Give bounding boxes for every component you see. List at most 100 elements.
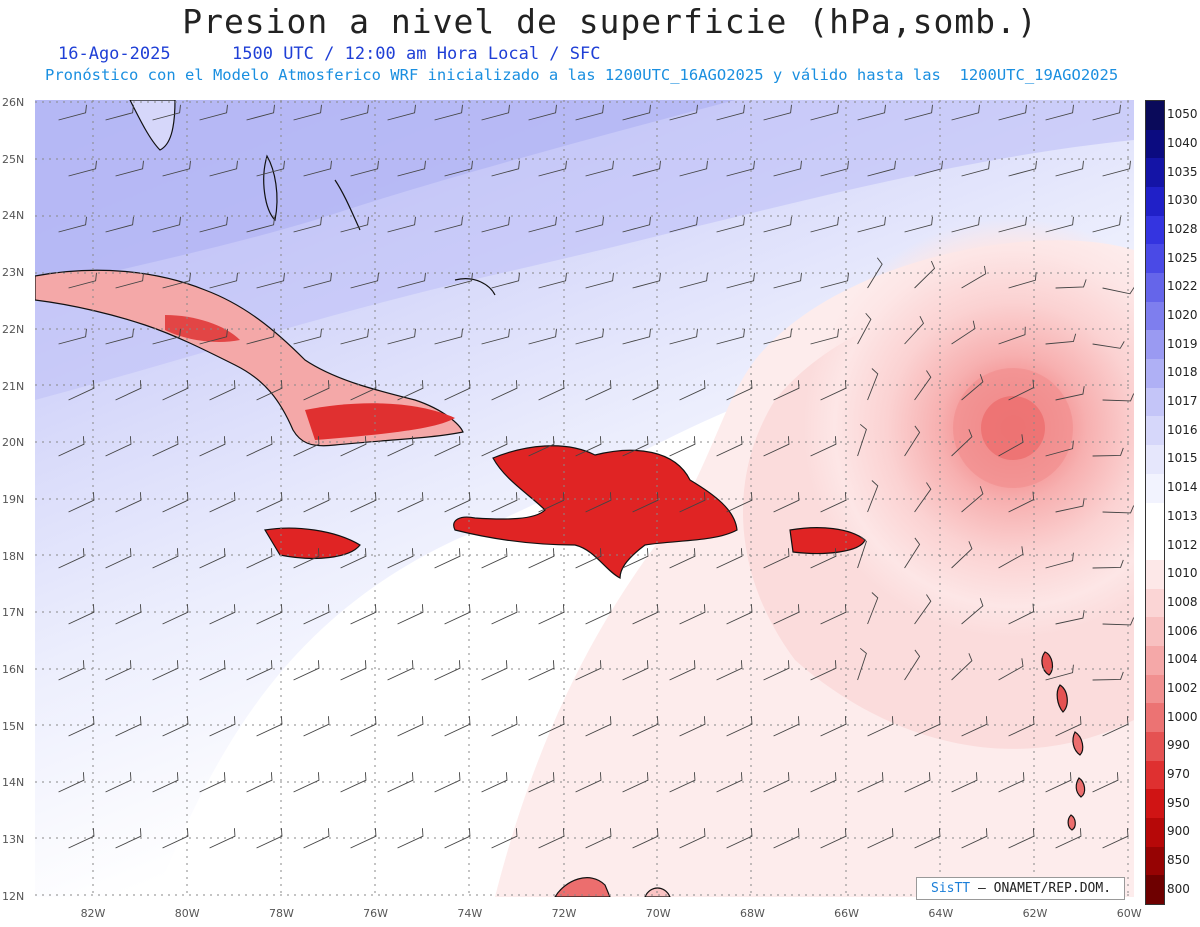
wind-barb: [585, 272, 614, 289]
lat-label: 24N: [2, 209, 25, 223]
valid-time: 1500 UTC / 12:00 am Hora Local / SFC: [232, 44, 601, 64]
wind-barb: [1008, 828, 1035, 849]
colorbar-swatch: [1146, 588, 1164, 618]
colorbar-label: 1035: [1167, 164, 1198, 179]
lon-label: 82W: [80, 907, 106, 920]
wind-barb: [1102, 828, 1129, 849]
wind-barb: [716, 104, 745, 121]
wind-barb: [857, 423, 867, 457]
wind-barb: [998, 658, 1024, 681]
wind-barb: [387, 548, 414, 569]
wind-barb: [538, 604, 565, 625]
wind-barb: [1092, 447, 1124, 457]
wind-barb: [1102, 716, 1129, 737]
wind-barb: [481, 436, 508, 457]
wind-barb: [669, 772, 696, 793]
wind-barb: [726, 492, 753, 513]
wind-barb: [1092, 559, 1124, 569]
colorbar-swatch: [1146, 187, 1164, 217]
colorbar-label: 1018: [1167, 365, 1198, 380]
colorbar: [1145, 100, 1165, 905]
wind-barb: [763, 772, 790, 793]
wind-barb: [340, 436, 367, 457]
wind-barb: [998, 326, 1026, 345]
wind-barb: [387, 660, 414, 681]
date-time-line: 16-Ago-2025 1500 UTC / 12:00 am Hora Loc…: [58, 44, 600, 64]
wind-barb: [303, 604, 330, 625]
wind-barb: [434, 104, 463, 121]
wind-barb: [1055, 716, 1082, 737]
pressure-field: [35, 100, 1134, 897]
wind-barb: [68, 716, 95, 737]
wind-barb: [256, 380, 283, 401]
wind-barb: [199, 772, 226, 793]
wind-barb: [68, 604, 95, 625]
wind-barb: [914, 828, 941, 849]
wind-barb: [350, 492, 377, 513]
map-title: Presion a nivel de superficie (hPa,somb.…: [182, 2, 1038, 41]
wind-barb: [904, 772, 931, 793]
wind-barb: [622, 328, 651, 345]
wind-barb: [434, 548, 461, 569]
colorbar-label: 1002: [1167, 680, 1198, 695]
wind-barb: [669, 548, 696, 569]
wind-barb: [575, 548, 602, 569]
wind-barb: [199, 328, 228, 345]
wind-barb: [162, 716, 189, 737]
wind-barb: [773, 828, 800, 849]
wind-barb: [68, 160, 97, 177]
wind-barb: [857, 647, 867, 681]
wind-barb: [904, 649, 921, 681]
wind-barb: [773, 160, 802, 177]
lat-label: 14N: [2, 776, 25, 790]
wind-barb: [867, 716, 894, 737]
lat-label: 21N: [2, 379, 25, 393]
wind-barb: [209, 272, 238, 289]
colorbar-label: 1015: [1167, 451, 1198, 466]
wind-barb: [622, 436, 649, 457]
wind-barb: [820, 828, 847, 849]
wind-barb: [904, 315, 925, 345]
colorbar-swatch: [1146, 273, 1164, 303]
colorbar-swatch: [1146, 703, 1164, 733]
wind-barb: [444, 828, 471, 849]
wind-barb: [491, 716, 518, 737]
wind-barb: [491, 828, 518, 849]
wind-barb: [632, 272, 661, 289]
wind-barb: [820, 160, 849, 177]
colorbar-swatch: [1146, 531, 1164, 561]
wind-barb: [152, 548, 179, 569]
wind-barb: [340, 772, 367, 793]
wind-barb: [773, 604, 800, 625]
colorbar-swatch: [1146, 129, 1164, 159]
colorbar-label: 1050: [1167, 107, 1198, 122]
wind-barb: [162, 492, 189, 513]
wind-barb: [1008, 379, 1035, 401]
wind-barb: [773, 380, 800, 401]
lat-label: 23N: [2, 266, 25, 280]
wind-barb: [115, 160, 144, 177]
wind-barb: [209, 716, 236, 737]
wind-barb: [998, 104, 1027, 121]
wind-barb: [481, 660, 508, 681]
wind-barb: [810, 104, 839, 121]
wind-barb: [961, 265, 987, 289]
wind-barb: [951, 541, 973, 569]
wind-barb: [115, 604, 142, 625]
wind-barb: [105, 772, 132, 793]
lon-label: 72W: [551, 907, 577, 920]
lat-label: 17N: [2, 606, 25, 620]
wind-barb: [528, 216, 557, 233]
wind-barb: [951, 216, 980, 233]
wind-barb: [773, 272, 802, 289]
wind-barb: [632, 380, 659, 401]
wind-barb: [115, 492, 142, 513]
wind-barb: [951, 653, 973, 681]
wind-barb: [340, 660, 367, 681]
wind-barb: [622, 104, 651, 121]
wind-barb: [58, 328, 87, 345]
wind-barb: [1055, 386, 1085, 401]
wind-barb: [444, 604, 471, 625]
wind-barb: [726, 160, 755, 177]
forecast-info: Pronóstico con el Modelo Atmosferico WRF…: [45, 66, 1119, 84]
